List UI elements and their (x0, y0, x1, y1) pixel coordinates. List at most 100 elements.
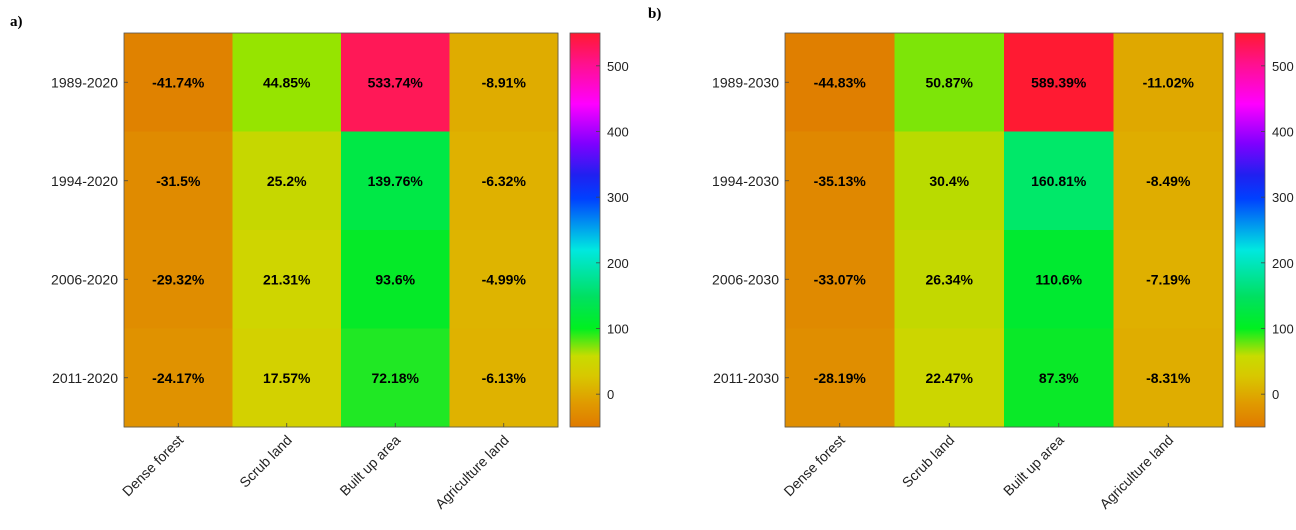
heatmap-cell (449, 33, 559, 132)
y-tick-label: 2011-2020 (52, 370, 118, 386)
heatmap-cell (232, 230, 342, 329)
x-tick-label: Built up area (336, 432, 403, 499)
heatmap-cell (894, 230, 1005, 329)
heatmap-cell (785, 131, 895, 231)
y-tick-label: 1989-2030 (712, 74, 779, 90)
cell-value-label: 533.74% (368, 74, 424, 90)
cell-value-label: 589.39% (1031, 74, 1087, 90)
colorbar (1234, 32, 1266, 428)
cell-value-label: 160.81% (1031, 173, 1087, 189)
heatmap-cell (341, 230, 450, 329)
heatmap-cell (894, 131, 1005, 231)
colorbar-tick-label: 300 (1272, 190, 1294, 205)
heatmap-cell (232, 328, 342, 428)
heatmap-cell (1113, 33, 1224, 132)
cell-value-label: -6.13% (482, 370, 527, 386)
heatmap-panel-a: a) -41.74% 44.85% 533.74% -8.91% -31.5% 25.2% 1… (10, 14, 629, 512)
heatmap-cell (449, 131, 559, 231)
y-tick-label: 2006-2020 (51, 271, 118, 287)
heatmap-cell (124, 33, 233, 132)
y-tick-label: 1994-2020 (51, 173, 118, 189)
cell-value-label: -35.13% (814, 173, 867, 189)
cell-value-label: -6.32% (482, 173, 527, 189)
heatmap-cell (232, 131, 342, 231)
y-tick-label: 1989-2020 (51, 74, 118, 90)
colorbar-tick-label: 0 (1272, 387, 1279, 402)
y-tick-label: 2006-2030 (712, 271, 779, 287)
heatmap-panel-b: b) -44.83% 50.87% 589.39% -11.02% -35.13% 30.4… (648, 6, 1294, 512)
heatmap-cell (894, 328, 1005, 428)
x-tick-label: Agriculture land (432, 432, 512, 512)
colorbar-tick-label: 100 (607, 322, 629, 337)
cell-value-label: 30.4% (929, 173, 969, 189)
colorbar-tick-label: 400 (607, 125, 629, 140)
cell-value-label: 93.6% (375, 271, 415, 287)
x-tick-label: Dense forest (780, 432, 848, 500)
plot-frame (123, 32, 559, 428)
panel-label: a) (10, 14, 23, 30)
colorbar-tick-label: 100 (1272, 322, 1294, 337)
plot-frame (784, 32, 1224, 428)
colorbar-tick-label: 300 (607, 190, 629, 205)
cell-value-label: -4.99% (482, 271, 527, 287)
heatmap-cell (341, 33, 450, 132)
cell-value-label: -24.17% (152, 370, 205, 386)
cell-value-label: -7.19% (1146, 271, 1191, 287)
heatmap-cell (1113, 328, 1224, 428)
cell-value-label: 25.2% (267, 173, 307, 189)
heatmap-cell (341, 328, 450, 428)
panel-label: b) (648, 6, 661, 22)
colorbar-tick-label: 500 (607, 59, 629, 74)
cell-value-label: -8.49% (1146, 173, 1191, 189)
y-tick-label: 1994-2030 (712, 173, 779, 189)
x-tick-label: Dense forest (119, 432, 187, 500)
cell-value-label: -11.02% (1143, 74, 1195, 90)
cell-value-label: 26.34% (926, 271, 974, 287)
heatmap-cell (341, 131, 450, 231)
y-tick-label: 2011-2030 (713, 370, 779, 386)
colorbar-tick-label: 0 (607, 387, 614, 402)
x-tick-label: Scrub land (899, 432, 958, 491)
heatmap-cell (449, 328, 559, 428)
cell-value-label: 87.3% (1039, 370, 1079, 386)
cell-value-label: 22.47% (926, 370, 974, 386)
cell-value-label: -41.74% (152, 74, 205, 90)
colorbar-tick-label: 500 (1272, 59, 1294, 74)
heatmap-cell (894, 33, 1005, 132)
colorbar-tick-label: 400 (1272, 125, 1294, 140)
x-tick-label: Built up area (1000, 432, 1067, 499)
heatmap-cell (124, 131, 233, 231)
colorbar (569, 32, 601, 428)
cell-value-label: -8.91% (482, 74, 527, 90)
x-tick-label: Scrub land (236, 432, 295, 491)
cell-value-label: -31.5% (156, 173, 201, 189)
heatmap-cell (232, 33, 342, 132)
colorbar-tick-label: 200 (607, 256, 629, 271)
heatmap-cell (124, 230, 233, 329)
heatmap-cell (1113, 131, 1224, 231)
cell-value-label: -33.07% (814, 271, 867, 287)
cell-value-label: 110.6% (1035, 271, 1082, 287)
cell-value-label: -8.31% (1146, 370, 1191, 386)
cell-value-label: -29.32% (152, 271, 205, 287)
cell-value-label: 21.31% (263, 271, 311, 287)
cell-value-label: 50.87% (926, 74, 974, 90)
cell-value-label: 139.76% (368, 173, 424, 189)
x-tick-label: Agriculture land (1096, 432, 1176, 512)
heatmap-cell (1004, 33, 1114, 132)
heatmap-cell (785, 33, 895, 132)
heatmap-cell (449, 230, 559, 329)
heatmap-cell (785, 328, 895, 428)
cell-value-label: 17.57% (263, 370, 311, 386)
heatmap-cell (1004, 230, 1114, 329)
colorbar-tick-label: 200 (1272, 256, 1294, 271)
heatmap-cell (124, 328, 233, 428)
heatmap-cell (785, 230, 895, 329)
cell-value-label: -28.19% (814, 370, 867, 386)
cell-value-label: 44.85% (263, 74, 311, 90)
heatmap-cell (1004, 328, 1114, 428)
heatmap-cell (1004, 131, 1114, 231)
heatmap-cell (1113, 230, 1224, 329)
cell-value-label: 72.18% (372, 370, 420, 386)
